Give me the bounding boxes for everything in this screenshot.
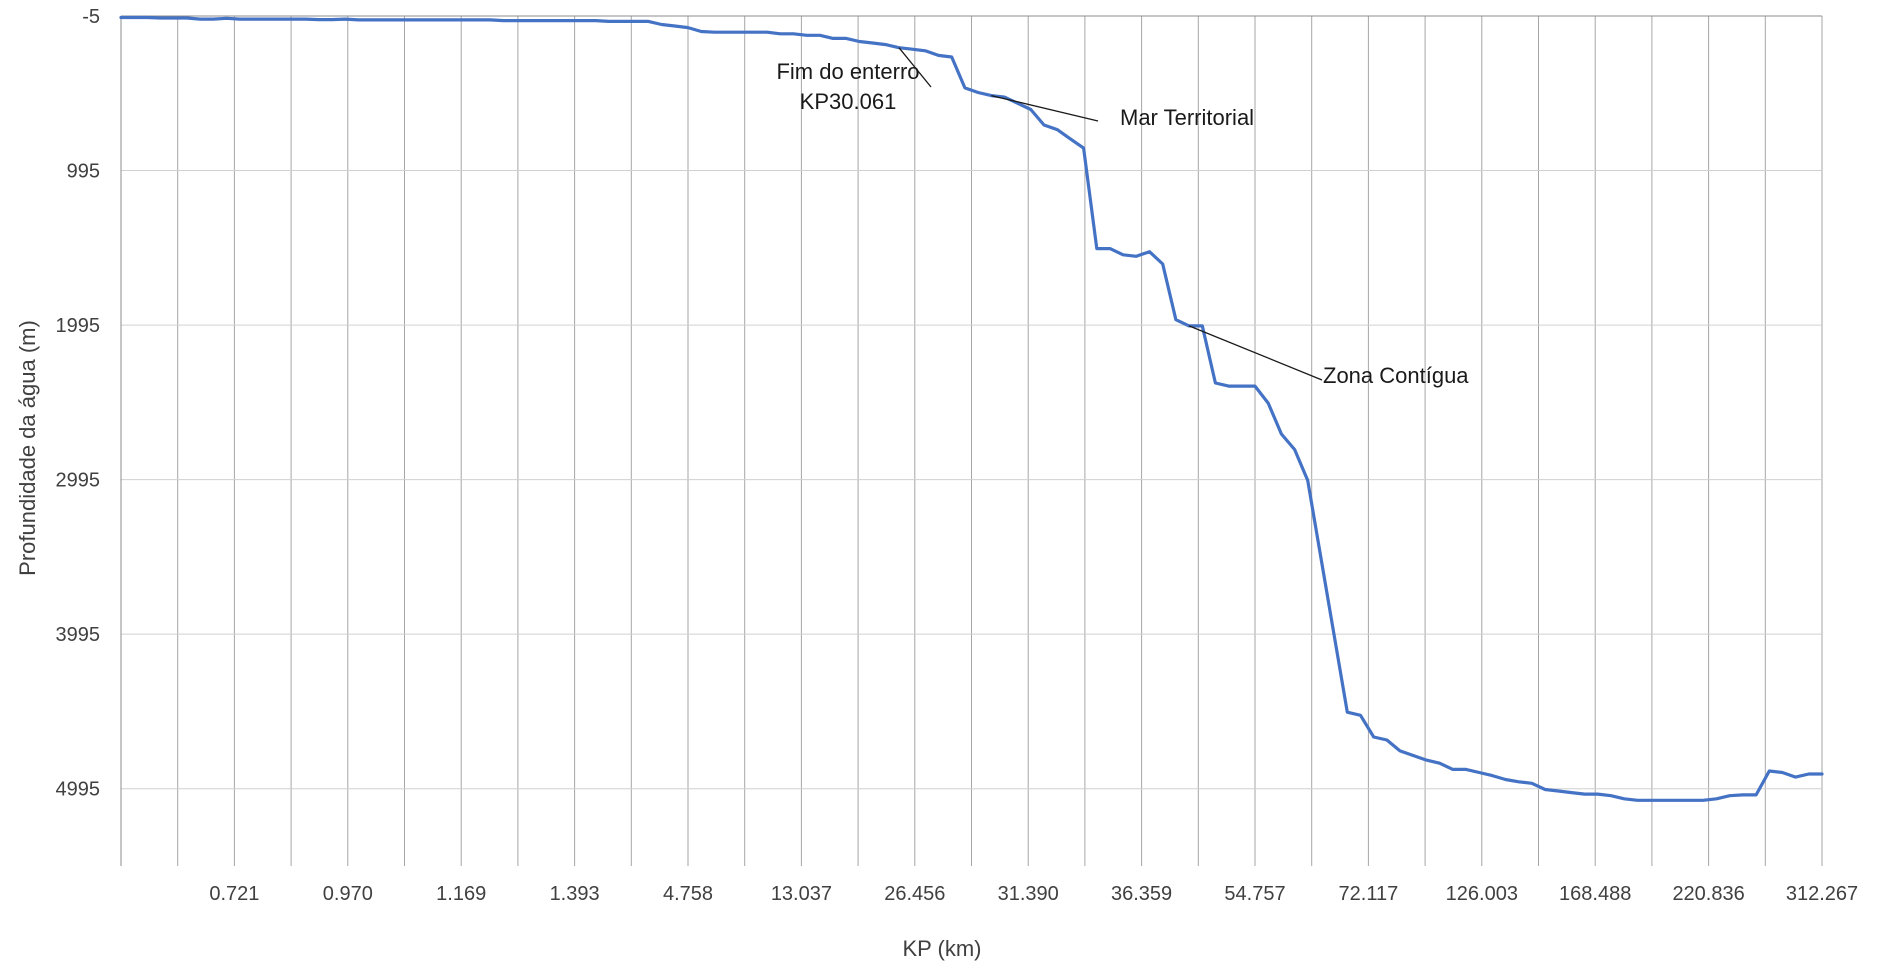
y-tick-label: 995 — [67, 161, 100, 183]
x-tick-label: 54.757 — [1224, 883, 1285, 905]
gridlines — [121, 16, 1823, 866]
y-axis-title: Profundidade da água (m) — [15, 320, 40, 576]
x-tick-label: 31.390 — [998, 883, 1059, 905]
y-tick-label: -5 — [82, 6, 100, 28]
annotation-label: Mar Territorial — [1120, 105, 1254, 130]
x-tick-labels: 0.721 0.970 1.169 1.393 4.758 13.037 26.456 31.… — [209, 883, 1858, 905]
x-tick-label: 0.721 — [209, 883, 259, 905]
y-tick-label: 1995 — [56, 315, 101, 337]
annotation-leader — [898, 47, 932, 88]
x-tick-label: 0.970 — [323, 883, 373, 905]
x-tick-label: 312.267 — [1786, 883, 1858, 905]
depth-series-line — [119, 15, 1824, 802]
x-tick-label: 1.169 — [436, 883, 486, 905]
x-tick-label: 4.758 — [663, 883, 713, 905]
x-tick-label: 126.003 — [1446, 883, 1518, 905]
axes — [120, 15, 1822, 866]
x-tick-label: 72.117 — [1339, 883, 1399, 905]
annotation-label: KP30.061 — [800, 89, 897, 114]
x-tick-label: 220.836 — [1672, 883, 1744, 905]
x-tick-label: 168.488 — [1559, 883, 1631, 905]
x-axis-title: KP (km) — [902, 936, 981, 961]
annotations: Fim do enterro KP30.061 Mar Territorial Zon… — [776, 47, 1469, 388]
x-tick-label: 13.037 — [771, 883, 832, 905]
y-tick-labels: -5 995 1995 2995 3995 4995 — [56, 6, 101, 801]
annotation-leader — [1188, 325, 1323, 381]
y-tick-label: 3995 — [56, 624, 101, 646]
annotation-leader — [991, 94, 1099, 122]
series-layer — [119, 15, 1824, 802]
x-tick-label: 36.359 — [1111, 883, 1172, 905]
annotation-label: Zona Contígua — [1323, 363, 1469, 388]
y-tick-label: 2995 — [56, 470, 101, 492]
x-tick-label: 1.393 — [550, 883, 600, 905]
annotation-label: Fim do enterro — [776, 59, 919, 84]
y-tick-label: 4995 — [56, 779, 101, 801]
x-tick-label: 26.456 — [884, 883, 945, 905]
